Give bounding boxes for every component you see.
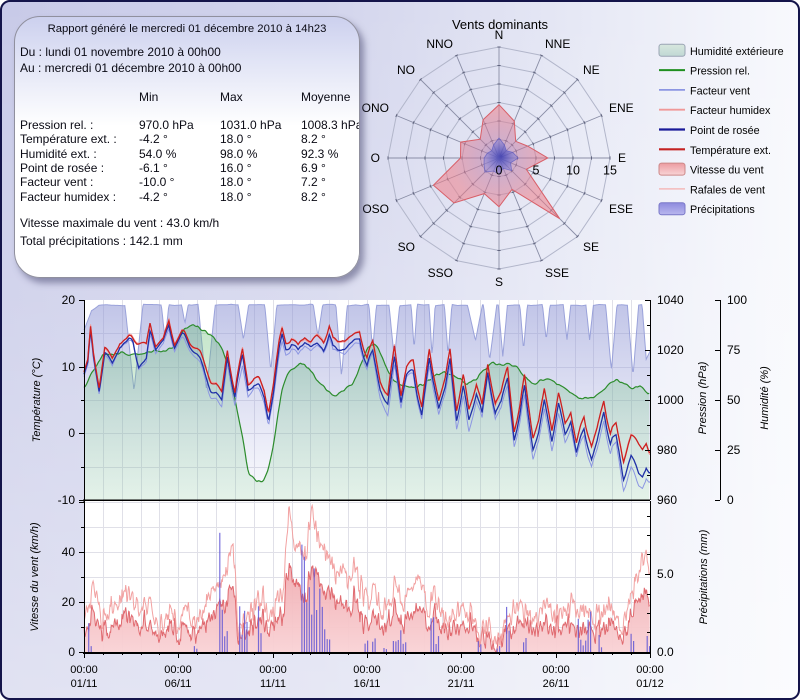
svg-text:00:00: 00:00 — [447, 664, 475, 676]
svg-text:06/11: 06/11 — [165, 678, 192, 690]
svg-text:11/11: 11/11 — [260, 678, 286, 690]
svg-text:Pression rel.: Pression rel. — [690, 66, 750, 78]
svg-text:Précipitations: Précipitations — [690, 204, 755, 216]
svg-text:15: 15 — [603, 164, 617, 178]
svg-text:20: 20 — [62, 595, 76, 609]
svg-text:Vitesse du vent: Vitesse du vent — [690, 165, 764, 177]
svg-text:SSO: SSO — [428, 266, 453, 280]
svg-text:SE: SE — [583, 240, 599, 254]
svg-text:26/11: 26/11 — [543, 678, 570, 690]
svg-text:Vitesse du vent (km/h): Vitesse du vent (km/h) — [29, 522, 41, 632]
svg-text:00:00: 00:00 — [164, 664, 192, 676]
svg-text:50: 50 — [727, 393, 741, 407]
svg-text:00:00: 00:00 — [259, 664, 287, 676]
svg-text:Pression (hPa): Pression (hPa) — [697, 361, 709, 434]
svg-text:NNE: NNE — [545, 37, 570, 51]
svg-text:Rafales de vent: Rafales de vent — [690, 184, 765, 196]
svg-text:N: N — [495, 28, 504, 42]
svg-text:-10: -10 — [58, 493, 76, 507]
svg-text:E: E — [618, 151, 626, 165]
svg-text:40: 40 — [62, 545, 76, 559]
svg-text:21/11: 21/11 — [448, 678, 475, 690]
svg-text:01/12: 01/12 — [636, 678, 664, 690]
svg-text:NO: NO — [397, 63, 415, 77]
svg-text:Point de rosée: Point de rosée — [690, 125, 760, 137]
svg-text:Température (°C): Température (°C) — [31, 357, 43, 442]
svg-text:1000: 1000 — [657, 393, 684, 407]
svg-text:SSE: SSE — [545, 266, 569, 280]
svg-text:0: 0 — [68, 645, 75, 659]
svg-text:Humidité (%): Humidité (%) — [759, 366, 771, 430]
svg-text:NE: NE — [583, 63, 600, 77]
svg-text:20: 20 — [62, 293, 76, 307]
svg-text:ESE: ESE — [609, 202, 633, 216]
svg-text:00:00: 00:00 — [542, 664, 570, 676]
svg-text:0.0: 0.0 — [657, 645, 674, 659]
svg-text:OSO: OSO — [362, 202, 389, 216]
svg-text:Humidité extérieure: Humidité extérieure — [690, 46, 784, 58]
svg-text:Température ext.: Température ext. — [690, 145, 771, 157]
svg-text:00:00: 00:00 — [353, 664, 381, 676]
svg-text:10: 10 — [566, 164, 580, 178]
svg-text:1040: 1040 — [657, 293, 684, 307]
svg-text:ONO: ONO — [362, 101, 389, 115]
svg-text:960: 960 — [657, 493, 677, 507]
svg-text:01/11: 01/11 — [71, 678, 98, 690]
svg-text:0: 0 — [496, 164, 503, 178]
svg-text:0: 0 — [68, 426, 75, 440]
svg-text:ENE: ENE — [609, 101, 634, 115]
svg-text:Facteur vent: Facteur vent — [690, 85, 750, 97]
svg-text:O: O — [371, 151, 380, 165]
svg-text:SO: SO — [398, 240, 415, 254]
svg-text:980: 980 — [657, 443, 677, 457]
svg-text:5: 5 — [533, 164, 540, 178]
svg-text:Vents dominants: Vents dominants — [452, 17, 549, 32]
svg-text:Facteur humidex: Facteur humidex — [690, 105, 771, 117]
svg-text:25: 25 — [727, 443, 741, 457]
svg-text:1020: 1020 — [657, 343, 684, 357]
svg-text:0: 0 — [727, 493, 734, 507]
svg-text:100: 100 — [727, 293, 747, 307]
svg-text:Précipitations (mm): Précipitations (mm) — [698, 529, 710, 624]
svg-text:16/11: 16/11 — [354, 678, 381, 690]
svg-text:75: 75 — [727, 343, 741, 357]
svg-text:5.0: 5.0 — [657, 567, 674, 581]
svg-text:S: S — [495, 275, 503, 289]
svg-text:00:00: 00:00 — [636, 664, 664, 676]
svg-text:10: 10 — [62, 360, 76, 374]
svg-text:NNO: NNO — [426, 37, 453, 51]
svg-text:00:00: 00:00 — [70, 664, 98, 676]
